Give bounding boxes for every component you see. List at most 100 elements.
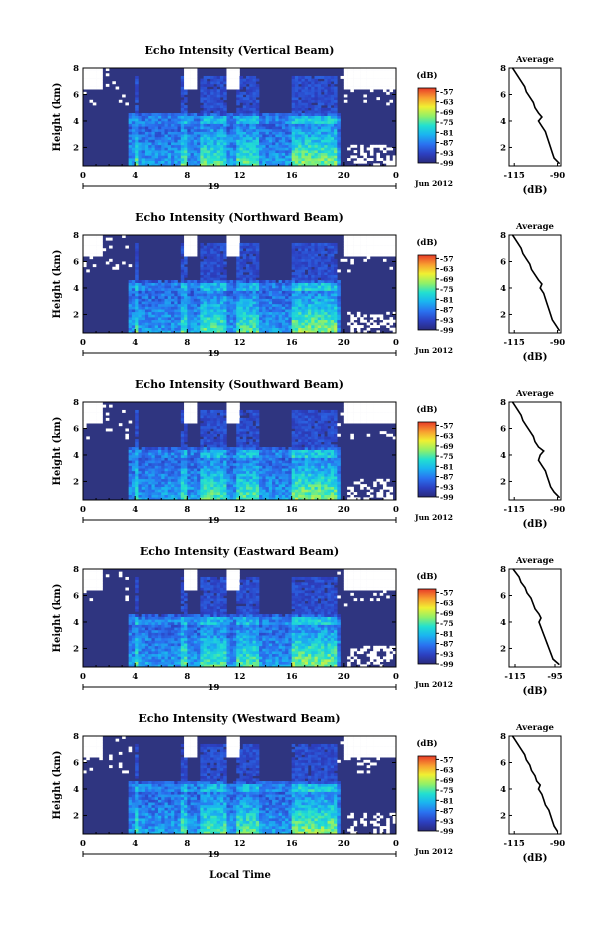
- heatmap-cell: [154, 144, 159, 148]
- heatmap-cell: [304, 266, 309, 270]
- missing-cell: [373, 70, 377, 74]
- heatmap-cell: [298, 256, 302, 260]
- heatmap-cell: [317, 250, 322, 254]
- heatmap-cell: [157, 497, 162, 501]
- heatmap-cell: [337, 128, 341, 132]
- heatmap-cell: [177, 158, 182, 161]
- heatmap-cell: [197, 311, 201, 315]
- missing-cell: [122, 409, 126, 413]
- heatmap-cell: [180, 452, 185, 456]
- heatmap-cell: [301, 78, 306, 82]
- missing-cell: [83, 242, 87, 246]
- heatmap-cell: [184, 142, 188, 146]
- heatmap-cell: [157, 282, 162, 286]
- heatmap-cell: [131, 150, 136, 154]
- heatmap-cell: [301, 322, 306, 326]
- missing-cell: [190, 253, 195, 257]
- heatmap-cell: [242, 105, 247, 109]
- heatmap-cell: [246, 317, 250, 321]
- heatmap-cell: [141, 473, 146, 477]
- heatmap-cell: [128, 494, 133, 498]
- heatmap-cell: [144, 303, 149, 307]
- heatmap-cell: [167, 317, 172, 321]
- heatmap-cell: [213, 253, 217, 257]
- heatmap-cell: [275, 290, 279, 294]
- heatmap-cell: [161, 147, 165, 151]
- heatmap-cell: [219, 155, 224, 159]
- heatmap-cell: [164, 311, 169, 315]
- missing-cell: [369, 150, 374, 154]
- heatmap-cell: [203, 118, 208, 122]
- heatmap-cell: [219, 274, 224, 278]
- heatmap-cell: [203, 465, 208, 469]
- heatmap-cell: [285, 306, 289, 310]
- heatmap-cell: [304, 250, 309, 254]
- heatmap-cell: [206, 409, 211, 413]
- heatmap-cell: [135, 417, 139, 421]
- heatmap-cell: [317, 123, 322, 127]
- heatmap-cell: [304, 293, 309, 297]
- colorbar-tick-label: -57: [440, 254, 454, 263]
- heatmap-cell: [301, 264, 306, 268]
- heatmap-cell: [200, 261, 204, 265]
- heatmap-cell: [259, 280, 263, 283]
- colorbar-tick-label: -81: [440, 128, 454, 137]
- heatmap-cell: [187, 481, 191, 485]
- heatmap-cell: [197, 287, 201, 291]
- heatmap-cell: [239, 120, 244, 124]
- heatmap-cell: [197, 136, 201, 140]
- heatmap-cell: [144, 134, 149, 138]
- heatmap-cell: [193, 118, 198, 122]
- heatmap-cell: [307, 293, 312, 297]
- heatmap-cell: [157, 494, 162, 498]
- heatmap-cell: [203, 423, 208, 427]
- missing-cell: [347, 147, 351, 151]
- missing-cell: [193, 402, 198, 405]
- heatmap-cell: [255, 298, 260, 302]
- heatmap-cell: [167, 123, 172, 127]
- heatmap-cell: [239, 160, 244, 164]
- heatmap-cell: [213, 287, 217, 291]
- heatmap-cell: [164, 465, 169, 469]
- heatmap-cell: [200, 274, 204, 278]
- missing-cell: [376, 240, 380, 244]
- heatmap-cell: [216, 306, 221, 310]
- missing-cell: [193, 81, 198, 85]
- heatmap-cell: [157, 280, 162, 283]
- heatmap-cell: [321, 277, 325, 281]
- heatmap-cell: [255, 131, 260, 135]
- heatmap-cell: [294, 327, 299, 331]
- heatmap-cell: [278, 317, 283, 321]
- heatmap-cell: [128, 476, 133, 480]
- heatmap-cell: [321, 134, 325, 138]
- heatmap-cell: [327, 274, 332, 278]
- heatmap-cell: [317, 272, 322, 276]
- heatmap-cell: [144, 449, 149, 453]
- heatmap-cell: [311, 78, 315, 82]
- heatmap-cell: [197, 144, 201, 148]
- missing-cell: [190, 235, 195, 238]
- missing-cell: [360, 78, 364, 82]
- heatmap-cell: [236, 256, 240, 260]
- heatmap-cell: [213, 306, 217, 310]
- heatmap-cell: [262, 327, 266, 331]
- heatmap-cell: [324, 311, 328, 315]
- heatmap-cell: [135, 481, 139, 485]
- heatmap-cell: [151, 473, 156, 477]
- heatmap-cell: [141, 139, 146, 143]
- heatmap-cell: [259, 290, 263, 294]
- heatmap-cell: [151, 454, 156, 458]
- heatmap-cell: [138, 492, 142, 495]
- heatmap-cell: [236, 314, 240, 318]
- heatmap-cell: [157, 290, 162, 294]
- heatmap-cell: [268, 287, 273, 291]
- heatmap-cell: [252, 160, 257, 164]
- heatmap-cell: [288, 298, 292, 302]
- heatmap-cell: [216, 290, 221, 294]
- missing-cell: [83, 70, 87, 74]
- heatmap-cell: [265, 128, 270, 132]
- heatmap-cell: [128, 473, 133, 477]
- heatmap-cell: [148, 280, 152, 283]
- heatmap-cell: [203, 436, 208, 440]
- heatmap-cell: [203, 110, 208, 114]
